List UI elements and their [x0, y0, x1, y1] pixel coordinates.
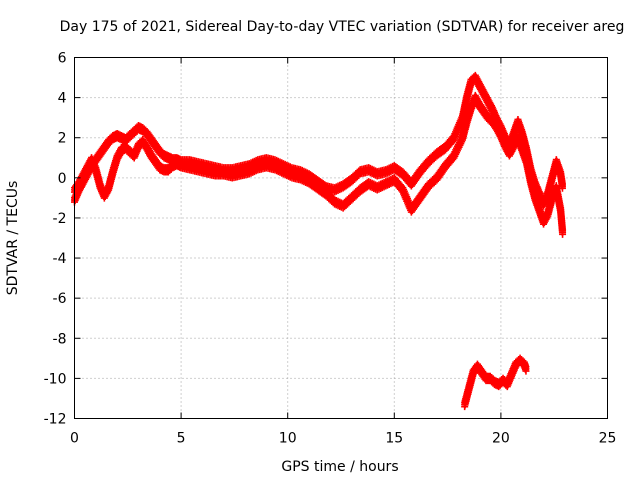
y-axis-label: SDTVAR / TECUs [5, 181, 21, 296]
x-tick-label: 5 [177, 431, 186, 447]
y-tick-label: -8 [53, 331, 67, 347]
axis-ticks: 0 5 10 15 20 25 -12 -10 -8 -6 -4 -2 0 2 4 6 [44, 51, 617, 447]
x-tick-label: 10 [279, 431, 297, 447]
y-tick-label: 6 [58, 51, 67, 67]
x-tick-label: 20 [492, 431, 510, 447]
y-tick-label: 2 [58, 131, 67, 147]
y-tick-label: 4 [58, 91, 67, 107]
data-point-marker [558, 184, 566, 192]
y-tick-label: 0 [58, 171, 67, 187]
data-point-marker [522, 367, 530, 375]
plot-frame [74, 57, 608, 419]
x-axis-label: GPS time / hours [281, 459, 398, 475]
chart-title: Day 175 of 2021, Sidereal Day-to-day VTE… [60, 19, 625, 35]
x-tick-label: 0 [70, 431, 79, 447]
y-tick-label: -2 [53, 211, 67, 227]
y-tick-label: -4 [53, 251, 67, 267]
data-point-marker [559, 230, 567, 238]
data-points [71, 71, 567, 411]
y-tick-label: -12 [44, 412, 67, 428]
y-tick-label: -10 [44, 371, 67, 387]
x-tick-label: 25 [599, 431, 617, 447]
y-tick-label: -6 [53, 291, 67, 307]
x-tick-label: 15 [385, 431, 403, 447]
